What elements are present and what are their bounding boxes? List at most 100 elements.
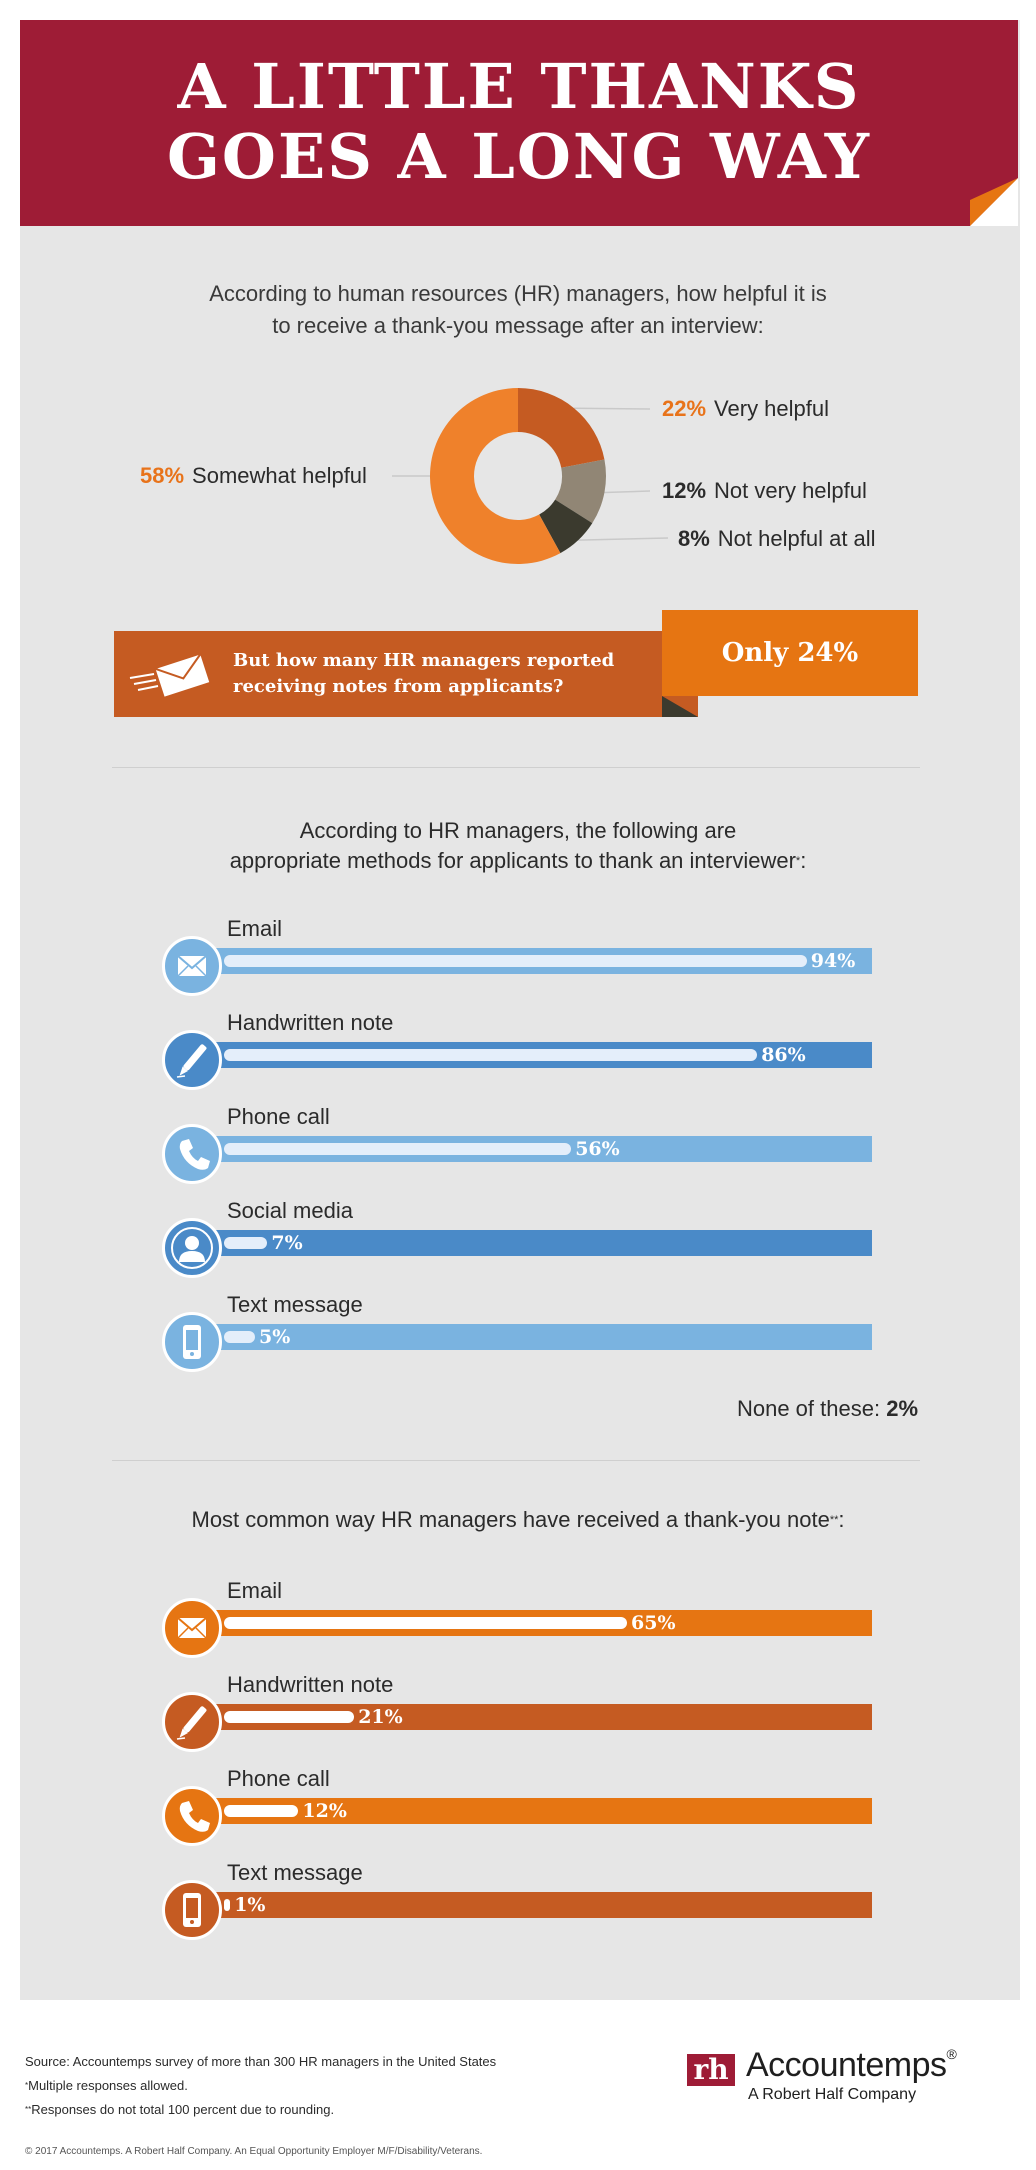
method-label-text-message: Text message xyxy=(227,1292,363,1317)
none-of-these: None of these: 2% xyxy=(737,1396,918,1422)
banner-fold-corner xyxy=(970,178,1018,226)
received-label-handwritten-note: Handwritten note xyxy=(227,1672,394,1697)
email-icon xyxy=(162,936,222,996)
received-fill-phone-call xyxy=(224,1805,299,1817)
footnote-2: **Responses do not total 100 percent due… xyxy=(25,2098,496,2122)
legend-very-helpful-pct: 22% xyxy=(662,396,707,421)
received-label-phone-call: Phone call xyxy=(227,1766,330,1791)
method-bar-social-media: 7% xyxy=(192,1230,872,1256)
received-row-text-message: Text message 1% xyxy=(0,1860,1036,1940)
received-footnote-mark: ** xyxy=(829,1514,839,1526)
section-divider xyxy=(112,1460,920,1461)
pen-icon xyxy=(162,1030,222,1090)
methods-footnote-mark: * xyxy=(795,855,801,867)
methods-question: According to HR managers, the following … xyxy=(150,816,886,876)
footnote-2-mark: ** xyxy=(25,2105,32,2114)
method-label-social-media: Social media xyxy=(227,1198,353,1223)
method-bar-email: 94% xyxy=(192,948,872,974)
method-value-social-media: 7% xyxy=(271,1232,303,1254)
legend-somewhat-helpful-label: Somewhat helpful xyxy=(192,463,367,488)
footnote-1: *Multiple responses allowed. xyxy=(25,2074,496,2098)
callout-question-line-1: But how many HR managers reported xyxy=(233,650,615,671)
received-bar-phone-call: 12% xyxy=(192,1798,872,1824)
source-note: Source: Accountemps survey of more than … xyxy=(25,2054,497,2069)
legend-not-helpful-at-all-pct: 8% xyxy=(678,526,710,551)
method-label-email: Email xyxy=(227,916,283,941)
method-row-phone-call: Phone call 56% xyxy=(0,1104,1036,1184)
notes-received-callout xyxy=(114,631,698,717)
received-value-handwritten-note: 21% xyxy=(358,1706,403,1728)
legend-very-helpful: 22% Very helpful xyxy=(662,396,829,422)
received-fill-handwritten-note xyxy=(224,1711,355,1723)
received-label-email: Email xyxy=(227,1578,283,1603)
received-label-text-message: Text message xyxy=(227,1860,363,1885)
helpfulness-question-line-2: to receive a thank-you message after an … xyxy=(272,313,764,338)
legend-very-helpful-label: Very helpful xyxy=(714,396,830,421)
logo-name-text: Accountemps xyxy=(746,2046,947,2084)
callout-fold xyxy=(662,696,698,717)
legend-somewhat-helpful: 58% Somewhat helpful xyxy=(140,463,367,489)
method-fill-social-media xyxy=(224,1237,268,1249)
methods-question-text: appropriate methods for applicants to th… xyxy=(229,848,796,873)
received-question-text: Most common way HR managers have receive… xyxy=(191,1507,830,1532)
received-value-text-message: 1% xyxy=(234,1894,266,1916)
pen-icon xyxy=(162,1692,222,1752)
none-of-these-label: None of these: xyxy=(736,1396,881,1421)
callout-question: But how many HR managers reported receiv… xyxy=(233,648,673,700)
methods-question-line-1: According to HR managers, the following … xyxy=(299,818,737,843)
title-line-2: GOES A LONG WAY xyxy=(166,120,871,193)
phone-icon xyxy=(162,1786,222,1846)
legend-not-very-helpful-pct: 12% xyxy=(662,478,707,503)
received-bar-handwritten-note: 21% xyxy=(192,1704,872,1730)
footer-notes: Source: Accountemps survey of more than … xyxy=(25,2050,496,2122)
method-bar-text-message: 5% xyxy=(192,1324,872,1350)
callout-answer: Only 24% xyxy=(662,610,918,696)
received-fill-text-message xyxy=(224,1899,231,1911)
method-row-email: Email 94% xyxy=(0,916,1036,996)
method-value-text-message: 5% xyxy=(259,1326,291,1348)
method-value-email: 94% xyxy=(810,950,856,972)
flying-envelope-icon xyxy=(129,653,211,698)
method-fill-email xyxy=(224,955,807,967)
helpfulness-question: According to human resources (HR) manage… xyxy=(150,278,886,342)
method-label-phone-call: Phone call xyxy=(227,1104,330,1129)
methods-question-colon: : xyxy=(800,848,807,873)
received-fill-email xyxy=(224,1617,627,1629)
method-label-handwritten-note: Handwritten note xyxy=(227,1010,394,1035)
legend-not-very-helpful-label: Not very helpful xyxy=(714,478,867,503)
legend-not-helpful-at-all: 8% Not helpful at all xyxy=(678,526,876,552)
legend-not-helpful-at-all-label: Not helpful at all xyxy=(717,526,876,551)
received-row-phone-call: Phone call 12% xyxy=(0,1766,1036,1846)
received-question-colon: : xyxy=(838,1507,845,1532)
method-value-handwritten-note: 86% xyxy=(761,1044,806,1066)
received-question: Most common way HR managers have receive… xyxy=(110,1505,926,1535)
method-bar-handwritten-note: 86% xyxy=(192,1042,872,1068)
received-row-handwritten-note: Handwritten note 21% xyxy=(0,1672,1036,1752)
accountemps-logo-name: Accountemps® xyxy=(746,2046,957,2085)
method-row-handwritten-note: Handwritten note 86% xyxy=(0,1010,1036,1090)
legend-not-very-helpful: 12% Not very helpful xyxy=(662,478,867,504)
received-bar-text-message: 1% xyxy=(192,1892,872,1918)
copyright: © 2017 Accountemps. A Robert Half Compan… xyxy=(25,2146,483,2157)
page-title: A LITTLE THANKS GOES A LONG WAY xyxy=(20,52,1018,192)
rh-logo-mark: rh xyxy=(687,2054,735,2086)
title-line-1: A LITTLE THANKS xyxy=(177,50,861,123)
method-row-social-media: Social media 7% xyxy=(0,1198,1036,1278)
footnote-1-mark: * xyxy=(25,2081,29,2090)
footnote-2-text: Responses do not total 100 percent due t… xyxy=(31,2102,335,2117)
logo-registered-mark: ® xyxy=(946,2046,957,2062)
method-bar-phone-call: 56% xyxy=(192,1136,872,1162)
legend-somewhat-helpful-pct: 58% xyxy=(140,463,185,488)
section-divider xyxy=(112,767,920,768)
received-value-phone-call: 12% xyxy=(302,1800,347,1822)
method-fill-handwritten-note xyxy=(224,1049,758,1061)
method-fill-text-message xyxy=(224,1331,255,1343)
logo-tagline: A Robert Half Company xyxy=(748,2086,917,2103)
content-panel xyxy=(20,20,1020,2000)
method-fill-phone-call xyxy=(224,1143,572,1155)
method-row-text-message: Text message 5% xyxy=(0,1292,1036,1372)
received-row-email: Email 65% xyxy=(0,1578,1036,1658)
received-value-email: 65% xyxy=(631,1612,676,1634)
method-value-phone-call: 56% xyxy=(575,1138,620,1160)
title-banner xyxy=(20,20,1018,226)
